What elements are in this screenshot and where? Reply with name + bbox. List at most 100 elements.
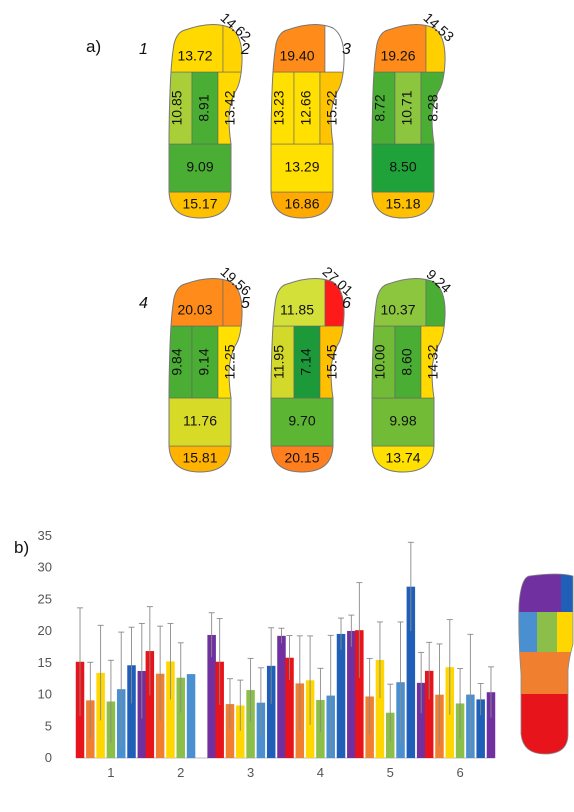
value-lesser-toes-5: 11.85	[280, 302, 314, 318]
value-heel-5: 20.15	[284, 450, 319, 466]
y-tick-label: 20	[38, 623, 52, 638]
zone-color-legend-footprint	[518, 573, 574, 755]
y-tick-label: 30	[38, 560, 52, 575]
footprint-number-5: 5	[241, 295, 250, 312]
value-middle-forefoot-4: 9.14	[196, 348, 212, 375]
value-heel-3: 15.18	[385, 196, 420, 212]
footprint-number-4: 4	[139, 295, 148, 312]
value-midfoot-6: 9.98	[389, 413, 416, 429]
x-tick-label-1: 1	[107, 765, 114, 780]
zone-lesser-toes-3	[372, 24, 427, 73]
value-midfoot-4: 11.76	[183, 413, 217, 429]
zone-middle-forefoot-4	[191, 325, 219, 399]
value-heel-2: 16.86	[284, 196, 319, 212]
bar-cat3-s4	[246, 690, 255, 758]
zone-midfoot-3	[372, 143, 446, 193]
value-middle-forefoot-3: 10.71	[399, 90, 415, 125]
legend-zone-hallux	[561, 574, 573, 612]
footprint-number-3: 3	[342, 41, 351, 58]
value-midfoot-1: 9.09	[186, 159, 213, 175]
zone-hallux-5	[324, 278, 345, 327]
zone-midfoot-6	[372, 397, 446, 447]
bar-cat3-s3	[236, 705, 245, 758]
value-medial-forefoot-3: 8.28	[425, 94, 441, 121]
value-lateral-forefoot-4: 9.84	[169, 348, 185, 375]
y-tick-label: 35	[38, 528, 52, 543]
bar-cat4-s7	[347, 630, 356, 758]
legend-zone-midfoot	[518, 652, 573, 694]
value-midfoot-3: 8.50	[389, 159, 416, 175]
bar-cat2-s1	[145, 651, 155, 758]
footprint-2: 16.86 13.29 13.23 12.66 15.22 19.40	[270, 24, 345, 219]
value-lesser-toes-1: 13.72	[177, 48, 212, 64]
panel-a-label: a)	[86, 37, 101, 56]
x-tick-label-2: 2	[177, 765, 184, 780]
value-heel-4: 15.81	[182, 450, 217, 466]
bar-cat6-s7	[486, 692, 496, 758]
bar-chart: 0 5 10 15 20 25 30 35 1 2 3 4 5 6	[38, 528, 496, 780]
bar-cat3-s6	[266, 665, 276, 758]
value-midfoot-5: 9.70	[288, 413, 315, 429]
bar-cat3-s7	[277, 635, 286, 758]
zone-middle-forefoot-3	[394, 71, 422, 145]
x-tick-label-5: 5	[387, 765, 394, 780]
value-lateral-forefoot-5: 11.95	[271, 345, 287, 379]
panel-b-label: b)	[14, 538, 29, 557]
value-lateral-forefoot-2: 13.23	[271, 90, 287, 125]
zone-hallux-2	[324, 24, 345, 73]
y-tick-label: 10	[38, 687, 52, 702]
value-middle-forefoot-2: 12.66	[298, 90, 314, 125]
y-tick-label: 25	[38, 591, 52, 606]
value-medial-forefoot-6: 14.32	[425, 344, 441, 379]
bar-cat5-s1	[355, 630, 364, 758]
value-lesser-toes-4: 20.03	[177, 302, 212, 318]
y-tick-label: 15	[38, 655, 52, 670]
bar-cat2-s3	[166, 661, 175, 758]
value-heel-6: 13.74	[385, 450, 420, 466]
zone-middle-forefoot-2	[293, 71, 321, 145]
x-tick-label-4: 4	[317, 765, 324, 780]
bar-cat5-s7	[416, 682, 426, 758]
value-medial-forefoot-1: 13.42	[222, 90, 238, 125]
bar-cat6-s1	[424, 670, 434, 758]
value-middle-forefoot-1: 8.91	[196, 94, 212, 121]
value-medial-forefoot-4: 12.25	[222, 344, 238, 379]
x-tick-label-3: 3	[247, 765, 254, 780]
legend-zone-heel	[518, 694, 573, 754]
legend-zone-lesser-toes	[518, 574, 561, 612]
value-lesser-toes-3: 19.26	[380, 48, 415, 64]
footprint-number-6: 6	[342, 295, 351, 312]
bar-cat1-s6	[127, 665, 136, 758]
value-lateral-forefoot-3: 8.72	[372, 94, 388, 121]
legend-zone-lateral-forefoot	[518, 612, 537, 652]
y-tick-label: 5	[45, 718, 52, 733]
bar-cat2-s7	[207, 634, 216, 758]
bar-cat4-s1	[285, 657, 294, 758]
bar-cat3-s1	[215, 661, 224, 758]
bar-cat4-s6	[336, 633, 346, 758]
zone-midfoot-5	[271, 397, 345, 447]
bar-cat6-s6	[476, 699, 485, 758]
value-midfoot-2: 13.29	[284, 159, 319, 175]
value-middle-forefoot-6: 8.60	[399, 348, 415, 375]
bar-cat5-s3	[375, 660, 385, 758]
value-lesser-toes-6: 10.37	[380, 302, 415, 318]
bar-cat2-s4	[176, 677, 185, 758]
zone-hallux-1	[222, 24, 243, 73]
zone-middle-forefoot-6	[394, 325, 422, 399]
value-lateral-forefoot-6: 10.00	[372, 344, 388, 379]
zone-midfoot-1	[169, 143, 243, 193]
value-lateral-forefoot-1: 10.85	[169, 90, 185, 125]
value-lesser-toes-2: 19.40	[279, 48, 314, 64]
legend-zone-medial-forefoot	[557, 612, 573, 652]
footprint-number-2: 2	[240, 41, 250, 58]
footprint-number-1: 1	[139, 41, 148, 58]
zone-hallux-3	[425, 24, 446, 73]
bar-cat3-s2	[225, 704, 235, 758]
value-medial-forefoot-2: 15.22	[324, 90, 340, 125]
x-tick-label-6: 6	[456, 765, 463, 780]
